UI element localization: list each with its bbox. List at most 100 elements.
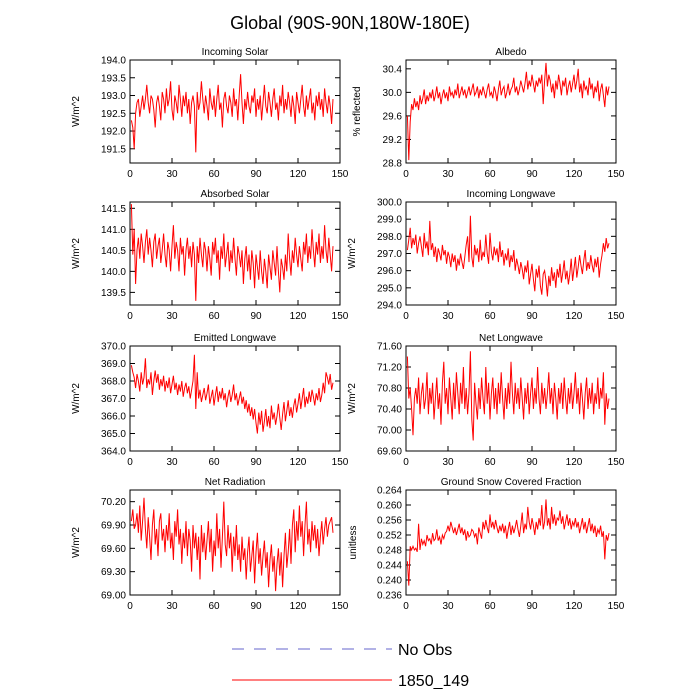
x-tick-label: 60 (484, 457, 496, 468)
series-line (130, 497, 334, 592)
y-tick-label: 69.90 (101, 521, 126, 532)
panel-title: Net Longwave (479, 333, 543, 344)
x-tick-label: 0 (403, 601, 409, 612)
y-tick-label: 69.60 (377, 447, 402, 458)
panel-title: Incoming Solar (202, 47, 269, 58)
series-line (130, 354, 334, 434)
x-tick-label: 150 (608, 311, 625, 322)
panel-title: Albedo (495, 47, 527, 58)
series-line (130, 74, 334, 153)
x-tick-label: 120 (566, 457, 583, 468)
y-tick-label: 370.0 (101, 342, 126, 353)
y-tick-label: 296.0 (377, 266, 402, 277)
series-line (406, 215, 610, 297)
x-tick-label: 30 (442, 457, 454, 468)
x-tick-label: 30 (442, 169, 454, 180)
y-tick-label: 70.20 (101, 497, 126, 508)
x-tick-label: 150 (332, 311, 349, 322)
y-tick-label: 0.256 (377, 516, 402, 527)
x-tick-label: 60 (484, 169, 496, 180)
y-tick-label: 0.244 (377, 561, 402, 572)
y-axis-label: W/m^2 (347, 383, 358, 414)
x-tick-label: 30 (442, 311, 454, 322)
x-tick-label: 0 (403, 311, 409, 322)
plot-frame (405, 489, 617, 596)
y-tick-label: 71.20 (377, 363, 402, 374)
y-axis-label: W/m^2 (347, 238, 358, 269)
y-axis-label: W/m^2 (71, 527, 82, 558)
y-tick-label: 0.260 (377, 501, 402, 512)
legend-label-no-obs: No Obs (398, 642, 452, 659)
panels: Incoming Solar 0 30 60 90 120 150 191.5 192.0 192… (71, 47, 625, 612)
x-tick-label: 0 (127, 311, 133, 322)
y-tick-label: 140.5 (101, 246, 126, 257)
x-tick-label: 150 (608, 457, 625, 468)
y-tick-label: 29.2 (383, 135, 403, 146)
x-tick-label: 0 (127, 601, 133, 612)
x-tick-label: 60 (484, 601, 496, 612)
plot-frame (405, 59, 617, 164)
series-line (406, 351, 610, 441)
y-axis-label: W/m^2 (71, 96, 82, 127)
x-tick-label: 30 (166, 311, 178, 322)
y-axis-label: unitless (348, 526, 359, 560)
y-tick-label: 364.0 (101, 447, 126, 458)
x-tick-label: 120 (566, 311, 583, 322)
y-tick-label: 297.0 (377, 249, 402, 260)
x-tick-label: 90 (526, 601, 538, 612)
y-tick-label: 366.0 (101, 412, 126, 423)
plot-frame (129, 59, 341, 164)
x-tick-label: 90 (250, 601, 262, 612)
y-axis-label: W/m^2 (71, 383, 82, 414)
x-tick-label: 150 (608, 601, 625, 612)
y-tick-label: 193.0 (101, 91, 126, 102)
plot-frame (129, 489, 341, 596)
x-tick-label: 0 (127, 169, 133, 180)
panel-incoming-solar: Incoming Solar 0 30 60 90 120 150 191.5 192.0 192… (71, 47, 349, 180)
panel-absorbed-solar: Absorbed Solar 0 30 60 90 120 150 139.5 140.0 140… (71, 189, 349, 322)
panel-net-radiation: Net Radiation 0 30 60 90 120 150 69.00 69.30 69.6… (71, 477, 349, 612)
y-tick-label: 191.5 (101, 144, 126, 155)
y-tick-label: 368.0 (101, 377, 126, 388)
series-line (406, 499, 610, 586)
panel-title: Ground Snow Covered Fraction (441, 477, 582, 488)
x-tick-label: 150 (608, 169, 625, 180)
y-tick-label: 367.0 (101, 394, 126, 405)
x-tick-label: 120 (566, 601, 583, 612)
x-tick-label: 150 (332, 169, 349, 180)
series-line (406, 62, 610, 161)
x-tick-label: 90 (250, 169, 262, 180)
panel-title: Absorbed Solar (201, 189, 271, 200)
x-tick-label: 90 (526, 311, 538, 322)
x-tick-label: 120 (290, 311, 307, 322)
y-axis-label: % reflected (352, 86, 363, 136)
panel-title: Incoming Longwave (467, 189, 556, 200)
x-tick-label: 30 (442, 601, 454, 612)
x-tick-label: 120 (290, 601, 307, 612)
y-tick-label: 298.0 (377, 232, 402, 243)
y-tick-label: 299.0 (377, 215, 402, 226)
x-tick-label: 30 (166, 457, 178, 468)
y-tick-label: 28.8 (383, 159, 403, 170)
y-tick-label: 365.0 (101, 429, 126, 440)
x-tick-label: 30 (166, 169, 178, 180)
panel-net-longwave: Net Longwave 0 30 60 90 120 150 69.60 70.00 70.40… (347, 333, 625, 468)
x-tick-label: 0 (403, 169, 409, 180)
panel-title: Emitted Longwave (194, 333, 277, 344)
y-tick-label: 69.60 (101, 544, 126, 555)
y-tick-label: 193.5 (101, 73, 126, 84)
y-tick-label: 71.60 (377, 342, 402, 353)
y-tick-label: 140.0 (101, 267, 126, 278)
x-tick-label: 150 (332, 601, 349, 612)
x-tick-label: 30 (166, 601, 178, 612)
y-tick-label: 30.0 (383, 88, 403, 99)
y-tick-label: 369.0 (101, 359, 126, 370)
y-tick-label: 0.252 (377, 531, 402, 542)
y-tick-label: 139.5 (101, 288, 126, 299)
panel-ground-snow-covered-fraction: Ground Snow Covered Fraction 0 30 60 90 120 15… (348, 477, 625, 612)
x-tick-label: 0 (403, 457, 409, 468)
y-tick-label: 192.5 (101, 109, 126, 120)
y-tick-label: 141.0 (101, 225, 126, 236)
x-tick-label: 90 (526, 457, 538, 468)
figure-title: Global (90S-90N,180W-180E) (230, 13, 470, 33)
